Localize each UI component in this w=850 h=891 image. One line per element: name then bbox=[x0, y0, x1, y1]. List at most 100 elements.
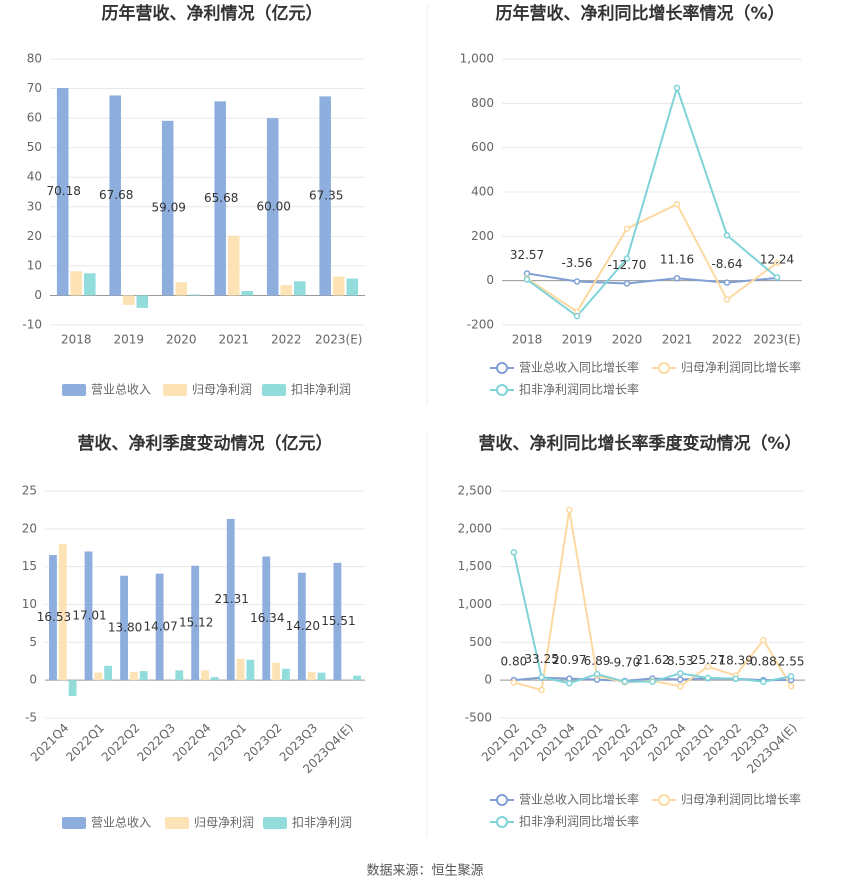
x-tick-label: 2019 bbox=[562, 333, 593, 347]
x-tick-label: 2021Q4 bbox=[28, 721, 72, 765]
y-tick-label: 10 bbox=[22, 597, 37, 611]
legend-marker bbox=[658, 362, 670, 374]
value-label: 25.27 bbox=[691, 653, 725, 667]
y-tick-label: -10 bbox=[22, 318, 42, 332]
value-label: 17.01 bbox=[72, 608, 106, 622]
x-tick-label: 2022Q2 bbox=[99, 721, 143, 765]
legend-label: 归母净利润 bbox=[192, 383, 252, 397]
y-tick-label: 0 bbox=[34, 288, 42, 302]
legend-marker bbox=[165, 817, 189, 829]
bar bbox=[307, 671, 316, 681]
chart-title: 营收、净利季度变动情况（亿元） bbox=[78, 433, 333, 454]
bar bbox=[94, 672, 103, 681]
bar bbox=[210, 677, 219, 681]
value-label: 21.31 bbox=[215, 592, 249, 606]
point bbox=[623, 280, 631, 287]
bar bbox=[332, 276, 345, 296]
bar bbox=[49, 555, 57, 681]
bar bbox=[236, 658, 245, 681]
series-line bbox=[526, 202, 778, 314]
value-label: 15.51 bbox=[321, 614, 355, 628]
bar bbox=[317, 672, 326, 681]
point bbox=[787, 673, 795, 680]
point bbox=[673, 200, 681, 208]
bar bbox=[280, 285, 293, 296]
value-label: -3.56 bbox=[561, 256, 592, 270]
bar bbox=[139, 671, 148, 681]
chart-title: 历年营收、净利情况（亿元） bbox=[102, 3, 323, 24]
bar bbox=[333, 562, 342, 681]
value-label: 32.57 bbox=[510, 248, 544, 262]
point bbox=[723, 231, 731, 239]
y-tick-label: 15 bbox=[22, 559, 37, 573]
bar bbox=[84, 551, 93, 681]
value-label: 16.53 bbox=[37, 610, 71, 624]
y-tick-label: 80 bbox=[27, 52, 42, 66]
value-label: -12.70 bbox=[608, 258, 647, 272]
y-tick-label: -5 bbox=[25, 711, 37, 725]
x-tick-label: 2021 bbox=[218, 333, 249, 347]
x-tick-label: 2023(E) bbox=[315, 333, 362, 347]
value-label: 60.00 bbox=[257, 199, 291, 213]
x-tick-label: 2022 bbox=[271, 333, 302, 347]
y-tick-label: 20 bbox=[27, 229, 42, 243]
y-tick-label: 10 bbox=[27, 258, 42, 272]
bar bbox=[155, 573, 164, 681]
legend-label: 扣非净利润同比增长率 bbox=[519, 382, 639, 397]
point bbox=[760, 636, 767, 644]
x-tick-label: 2018 bbox=[61, 333, 92, 347]
bar bbox=[136, 295, 149, 308]
y-tick-label: 40 bbox=[27, 170, 42, 184]
point bbox=[673, 274, 681, 282]
value-label: 14.07 bbox=[143, 619, 177, 633]
value-label: 16.34 bbox=[250, 611, 284, 625]
value-label: 2.55 bbox=[778, 654, 805, 668]
bar bbox=[319, 96, 331, 296]
y-tick-label: 2,500 bbox=[458, 484, 492, 498]
legend-marker bbox=[262, 384, 286, 396]
legend-marker bbox=[496, 816, 508, 828]
y-tick-label: 800 bbox=[471, 96, 494, 110]
bar bbox=[161, 120, 174, 296]
point bbox=[538, 673, 545, 681]
value-label: 11.16 bbox=[660, 253, 694, 267]
value-label: 33.25 bbox=[524, 652, 558, 666]
legend-label: 扣非净利润 bbox=[292, 816, 352, 830]
value-label: 67.68 bbox=[99, 188, 133, 202]
legend-marker bbox=[658, 794, 670, 806]
value-label: -8.64 bbox=[711, 257, 742, 271]
x-tick-label: 2019 bbox=[113, 333, 144, 347]
bar bbox=[104, 665, 113, 681]
bar bbox=[68, 680, 77, 697]
value-label: 8.53 bbox=[667, 654, 694, 668]
x-tick-label: 2021 bbox=[662, 333, 693, 347]
value-label: 59.09 bbox=[152, 201, 186, 215]
x-tick-label: 2023Q1 bbox=[206, 721, 250, 765]
legend-label: 归母净利润同比增长率 bbox=[681, 792, 801, 807]
value-label: -9.70 bbox=[609, 655, 640, 669]
bar bbox=[201, 670, 209, 681]
x-tick-label: 2022Q1 bbox=[63, 721, 107, 765]
legend-label: 营业总收入同比增长率 bbox=[519, 792, 639, 807]
y-tick-label: 60 bbox=[27, 111, 42, 125]
point bbox=[704, 663, 712, 670]
y-tick-label: 1,000 bbox=[458, 597, 492, 611]
series-line bbox=[526, 84, 778, 318]
y-tick-label: 600 bbox=[471, 140, 494, 154]
chart-title: 营收、净利同比增长率季度变动情况（%） bbox=[478, 433, 801, 454]
point bbox=[573, 312, 581, 320]
value-label: 70.18 bbox=[47, 184, 81, 198]
legend-marker bbox=[496, 362, 508, 374]
point bbox=[676, 670, 684, 677]
legend-label: 归母净利润 bbox=[194, 816, 254, 830]
bar bbox=[109, 95, 121, 296]
x-tick-label: 2023(E) bbox=[753, 333, 800, 347]
value-label: 67.35 bbox=[309, 188, 343, 202]
legend-marker bbox=[62, 817, 86, 829]
series-line bbox=[526, 272, 778, 285]
y-tick-label: 5 bbox=[29, 635, 37, 649]
bar bbox=[175, 670, 184, 681]
y-tick-label: 20 bbox=[22, 521, 37, 535]
x-tick-label: 2018 bbox=[512, 333, 543, 347]
legend-marker bbox=[263, 817, 287, 829]
